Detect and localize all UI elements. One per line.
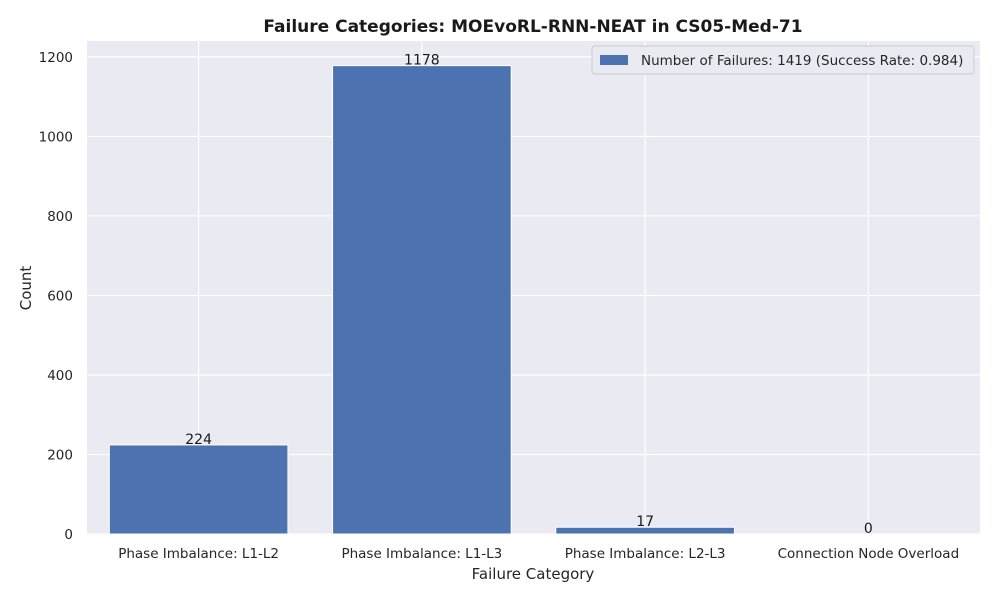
bar-value-label: 224	[185, 432, 212, 448]
x-tick-label: Phase Imbalance: L2-L3	[565, 546, 726, 562]
chart-title: Failure Categories: MOEvoRL-RNN-NEAT in …	[263, 17, 802, 37]
y-tick-label: 200	[47, 447, 73, 463]
y-tick-label: 800	[47, 209, 73, 225]
data-labels: 224 1178 17 0	[185, 53, 873, 537]
y-tick-label: 400	[47, 368, 73, 384]
y-tick-labels: 0 200 400 600 800 1000 1200	[39, 50, 73, 543]
bar	[555, 526, 735, 535]
y-tick-label: 600	[47, 288, 73, 304]
legend: Number of Failures: 1419 (Success Rate: …	[591, 45, 975, 75]
bar-value-label: 17	[636, 514, 654, 530]
bar-value-label: 0	[864, 521, 873, 537]
bar	[332, 65, 512, 535]
y-tick-label: 1000	[39, 129, 73, 145]
x-tick-label: Phase Imbalance: L1-L2	[118, 546, 279, 562]
legend-box	[591, 45, 975, 75]
y-axis-label: Count	[17, 266, 35, 311]
x-tick-label: Connection Node Overload	[778, 546, 960, 562]
x-axis-label: Failure Category	[472, 565, 595, 583]
bars	[108, 65, 735, 535]
y-tick-label: 0	[64, 527, 73, 543]
legend-swatch	[600, 55, 628, 65]
x-tick-label: Phase Imbalance: L1-L3	[341, 546, 502, 562]
legend-entry: Number of Failures: 1419 (Success Rate: …	[641, 53, 963, 69]
y-tick-label: 1200	[39, 50, 73, 66]
bar	[108, 444, 289, 535]
bar-value-label: 1178	[404, 53, 440, 69]
x-tick-labels: Phase Imbalance: L1-L2 Phase Imbalance: L…	[118, 546, 959, 562]
